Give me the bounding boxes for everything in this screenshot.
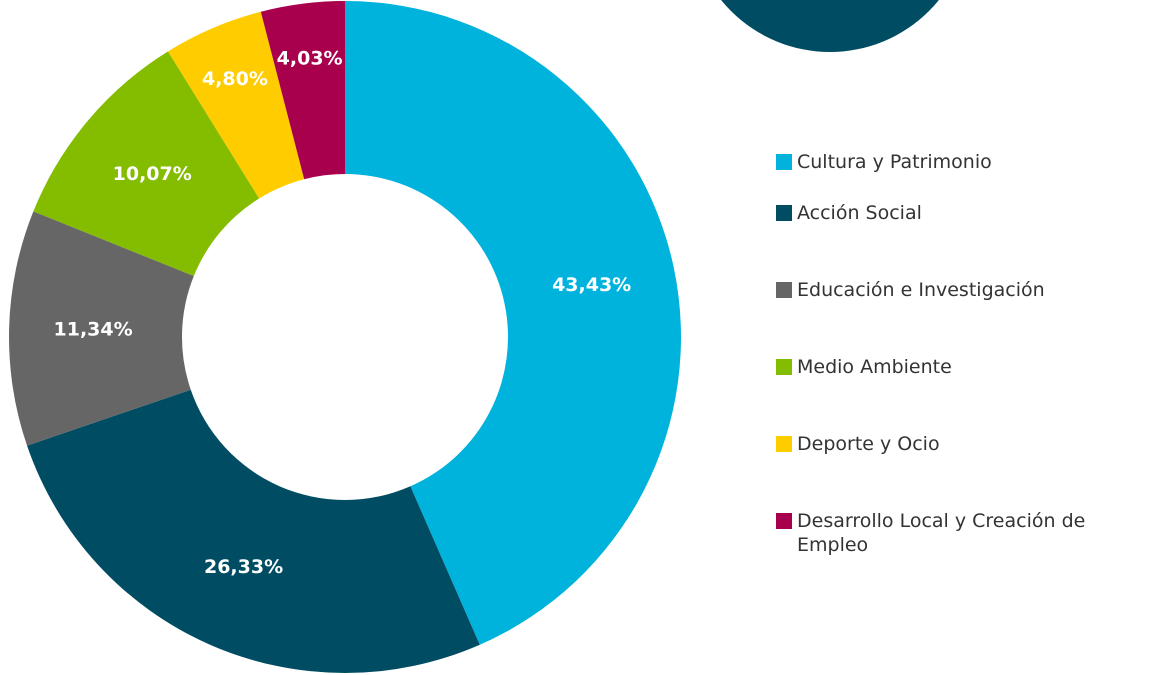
legend-item: Deporte y Ocio xyxy=(776,432,1156,456)
legend-label: Deporte y Ocio xyxy=(797,433,940,455)
slice-label: 4,80% xyxy=(202,68,268,90)
legend-item: Educación e Investigación xyxy=(776,278,1156,302)
slice-label: 26,33% xyxy=(204,556,283,578)
decorative-circle xyxy=(721,0,939,52)
legend-swatch xyxy=(776,513,792,529)
legend-label: Acción Social xyxy=(797,202,922,224)
legend-item: Desarrollo Local y Creación de Empleo xyxy=(776,509,1156,557)
slice-label: 43,43% xyxy=(552,274,631,296)
legend-swatch xyxy=(776,436,792,452)
slice xyxy=(33,51,260,277)
slice xyxy=(345,1,682,645)
slice xyxy=(8,211,194,446)
legend-label: Cultura y Patrimonio xyxy=(797,151,992,173)
legend-item: Cultura y Patrimonio xyxy=(776,150,1156,174)
legend-label: Educación e Investigación xyxy=(797,279,1045,301)
legend-label: Desarrollo Local y Creación de Empleo xyxy=(797,510,1086,556)
slice-label: 4,03% xyxy=(277,48,343,70)
legend-swatch xyxy=(776,205,792,221)
legend-item: Acción Social xyxy=(776,201,1156,225)
slice xyxy=(260,0,345,180)
legend-item: Medio Ambiente xyxy=(776,355,1156,379)
slice xyxy=(27,389,480,673)
legend-label: Medio Ambiente xyxy=(797,356,952,378)
slice-label: 10,07% xyxy=(113,163,192,185)
legend-swatch xyxy=(776,282,792,298)
slice xyxy=(168,11,305,199)
legend-swatch xyxy=(776,359,792,375)
slice-label: 11,34% xyxy=(54,319,133,341)
legend-swatch xyxy=(776,154,792,170)
